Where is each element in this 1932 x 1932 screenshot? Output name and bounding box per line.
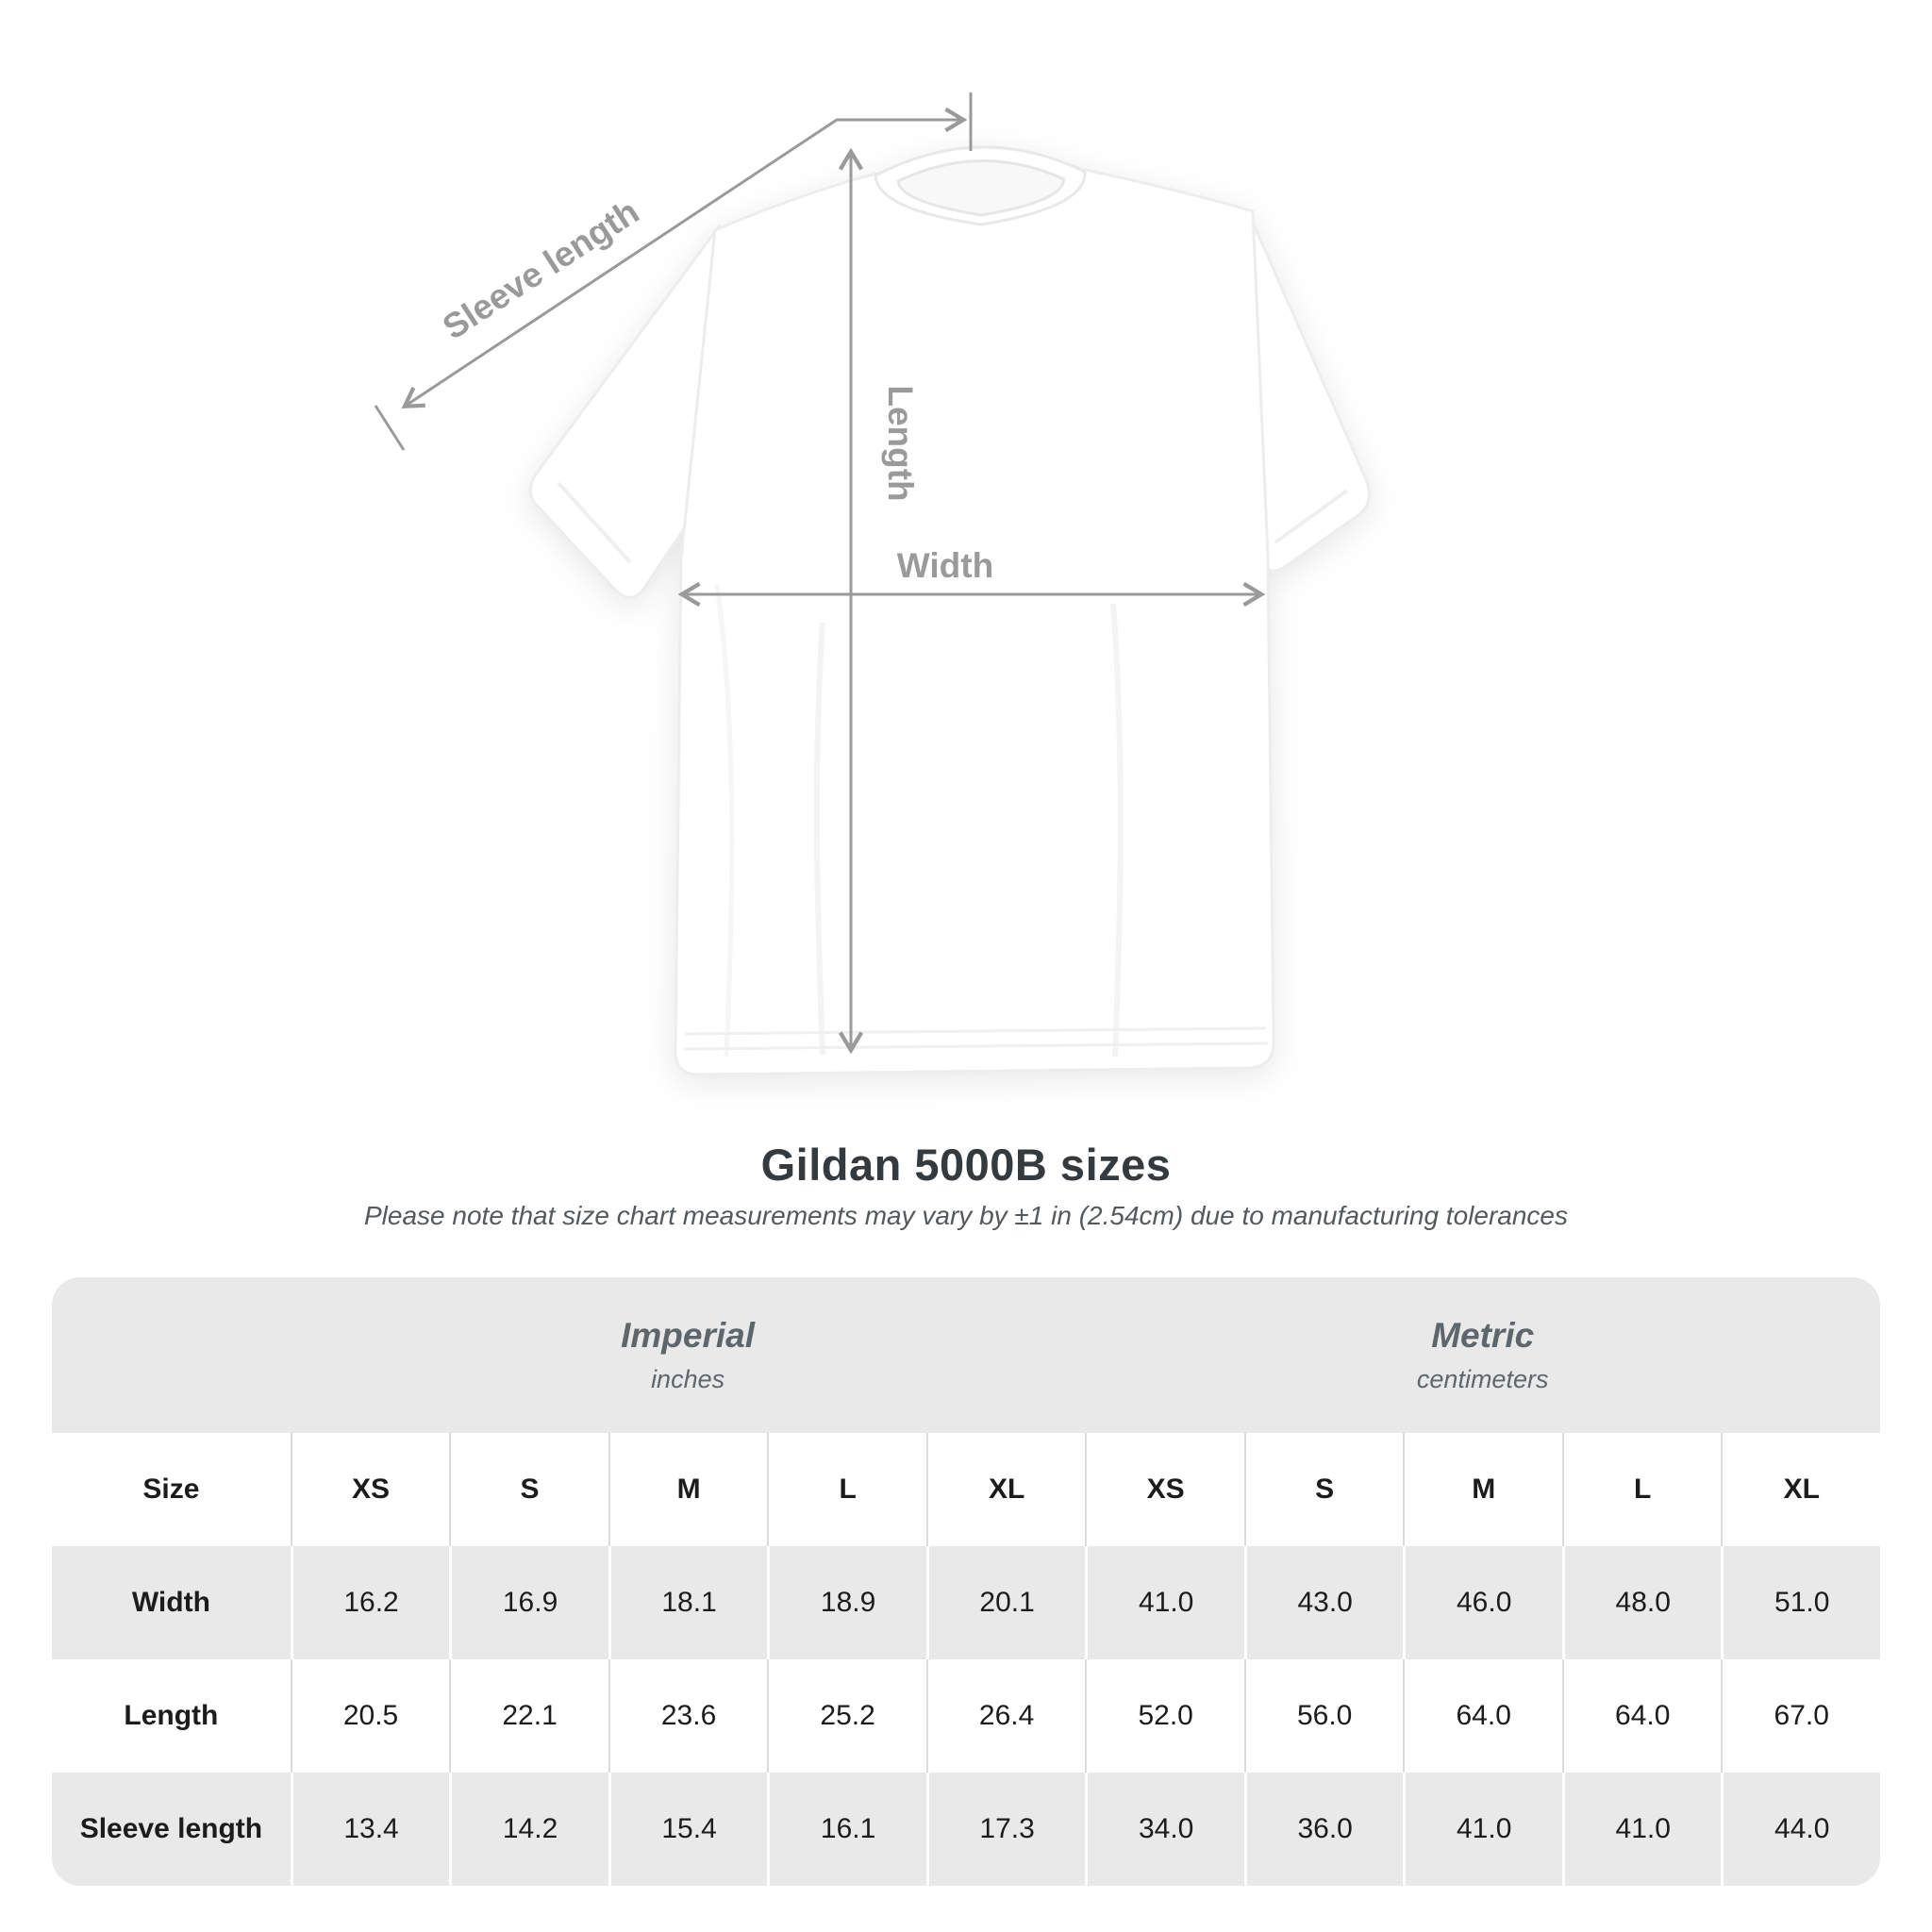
imperial-label: Imperial [621,1315,756,1355]
length-label: Length [881,385,920,501]
sleeve-imperial-s: 14.2 [449,1772,608,1886]
unit-header-spacer [52,1277,291,1433]
table-row-sleeve-length: Sleeve length 13.4 14.2 15.4 16.1 17.3 3… [52,1772,1880,1886]
sleeve-metric-xl: 44.0 [1721,1772,1880,1886]
unit-group-header: Imperial inches Metric centimeters [52,1276,1880,1433]
sleeve-imperial-xs: 13.4 [290,1772,450,1886]
length-imperial-xl: 26.4 [925,1658,1086,1773]
size-imperial-m: M [608,1432,768,1546]
size-header-row: Size XS S M L XL XS S M L XL [52,1432,1880,1546]
length-metric-m: 64.0 [1403,1658,1562,1773]
length-imperial-l: 25.2 [767,1658,926,1773]
width-line: Width [677,546,1266,608]
page-subtitle: Please note that size chart measurements… [364,1201,1568,1231]
sleeve-metric-s: 36.0 [1243,1772,1404,1886]
metric-sublabel: centimeters [1416,1364,1549,1393]
size-table: Imperial inches Metric centimeters Size … [52,1276,1880,1886]
sleeve-metric-l: 41.0 [1561,1772,1722,1886]
unit-group-imperial: Imperial inches [291,1277,1086,1433]
width-imperial-xs: 16.2 [290,1545,450,1659]
length-row-header: Length [124,1699,219,1731]
size-metric-xl: XL [1721,1432,1880,1546]
width-imperial-l: 18.9 [767,1545,926,1659]
width-imperial-s: 16.9 [449,1545,608,1659]
sleeve-imperial-l: 16.1 [767,1772,926,1886]
size-metric-l: L [1561,1432,1722,1546]
width-row-header: Width [131,1586,210,1618]
length-imperial-xs: 20.5 [290,1658,450,1773]
metric-label: Metric [1431,1315,1535,1355]
width-metric-l: 48.0 [1561,1545,1722,1659]
tshirt-measurement-diagram: Sleeve length Length Width [374,92,1372,1076]
tshirt-shape [528,145,1372,1076]
size-metric-m: M [1403,1432,1562,1546]
size-row-header: Size [142,1473,200,1505]
length-imperial-s: 22.1 [449,1658,608,1773]
sleeve-length-label: Sleeve length [436,192,645,346]
sleeve-metric-m: 41.0 [1403,1772,1562,1886]
size-metric-xs: XS [1085,1432,1244,1546]
length-metric-l: 64.0 [1561,1658,1722,1773]
width-metric-xs: 41.0 [1085,1545,1244,1659]
imperial-sublabel: inches [651,1364,725,1393]
length-metric-s: 56.0 [1243,1658,1404,1773]
tshirt-illustration: Sleeve length Length Width [374,92,1372,1076]
length-metric-xl: 67.0 [1721,1658,1880,1773]
width-imperial-m: 18.1 [608,1545,768,1659]
sleeve-metric-xs: 34.0 [1085,1772,1244,1886]
size-imperial-xs: XS [290,1432,450,1546]
table-row-width: Width 16.2 16.9 18.1 18.9 20.1 41.0 43.0… [52,1545,1880,1659]
size-imperial-l: L [767,1432,926,1546]
size-imperial-xl: XL [925,1432,1086,1546]
width-label: Width [897,546,993,585]
length-metric-xs: 52.0 [1085,1658,1244,1773]
size-imperial-s: S [449,1432,608,1546]
unit-group-metric: Metric centimeters [1085,1277,1880,1433]
sleeve-end-tick [374,405,406,451]
sleeve-row-header: Sleeve length [79,1812,263,1844]
width-metric-s: 43.0 [1243,1545,1404,1659]
table-row-length: Length 20.5 22.1 23.6 25.2 26.4 52.0 56.… [52,1658,1880,1773]
size-metric-s: S [1243,1432,1404,1546]
width-metric-m: 46.0 [1403,1545,1562,1659]
sleeve-imperial-xl: 17.3 [925,1772,1086,1886]
sleeve-imperial-m: 15.4 [608,1772,768,1886]
page-title: Gildan 5000B sizes [760,1140,1172,1190]
title-block: Gildan 5000B sizes Please note that size… [0,1139,1932,1234]
width-imperial-xl: 20.1 [925,1545,1086,1659]
width-metric-xl: 51.0 [1721,1545,1880,1659]
length-imperial-m: 23.6 [608,1658,768,1773]
